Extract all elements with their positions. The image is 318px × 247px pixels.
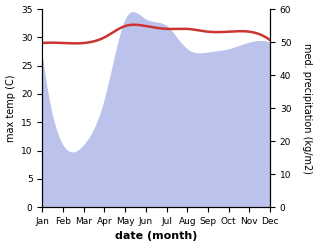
Y-axis label: med. precipitation (kg/m2): med. precipitation (kg/m2) bbox=[302, 43, 313, 174]
X-axis label: date (month): date (month) bbox=[115, 231, 197, 242]
Y-axis label: max temp (C): max temp (C) bbox=[5, 74, 16, 142]
